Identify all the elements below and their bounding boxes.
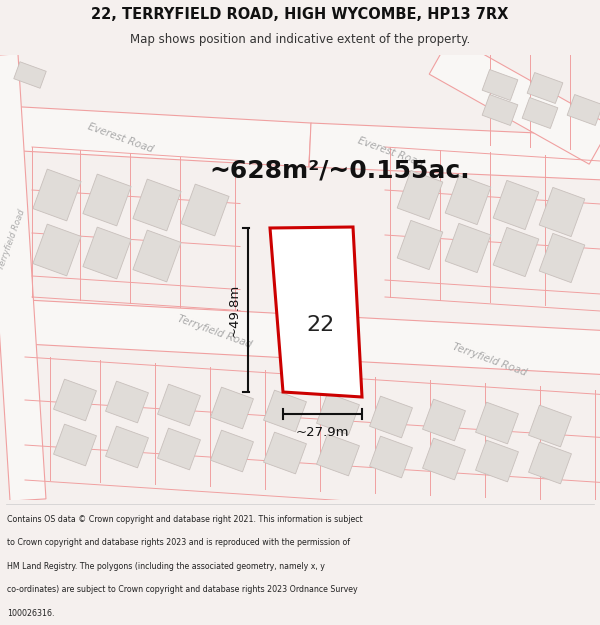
Text: 100026316.: 100026316.: [7, 609, 55, 618]
Polygon shape: [529, 442, 571, 484]
Polygon shape: [397, 171, 443, 219]
Polygon shape: [53, 379, 97, 421]
Polygon shape: [158, 384, 200, 426]
Text: ~628m²/~0.155ac.: ~628m²/~0.155ac.: [209, 158, 470, 182]
Polygon shape: [493, 228, 539, 277]
Polygon shape: [0, 54, 46, 501]
Polygon shape: [106, 381, 148, 423]
Text: 22: 22: [306, 315, 334, 335]
Polygon shape: [211, 387, 253, 429]
Polygon shape: [445, 223, 491, 272]
Text: Everest Road: Everest Road: [86, 121, 154, 154]
Polygon shape: [476, 402, 518, 444]
Polygon shape: [158, 428, 200, 470]
Polygon shape: [370, 436, 412, 478]
Polygon shape: [181, 184, 229, 236]
Polygon shape: [106, 426, 148, 468]
Polygon shape: [33, 224, 81, 276]
Text: ~49.8m: ~49.8m: [227, 283, 241, 337]
Polygon shape: [263, 390, 307, 432]
Polygon shape: [370, 396, 412, 438]
Text: Map shows position and indicative extent of the property.: Map shows position and indicative extent…: [130, 33, 470, 46]
Polygon shape: [445, 176, 491, 224]
Polygon shape: [0, 296, 600, 377]
Text: to Crown copyright and database rights 2023 and is reproduced with the permissio: to Crown copyright and database rights 2…: [7, 538, 350, 548]
Polygon shape: [53, 424, 97, 466]
Polygon shape: [522, 98, 558, 129]
Polygon shape: [397, 221, 443, 269]
Polygon shape: [83, 227, 131, 279]
Polygon shape: [317, 434, 359, 476]
Polygon shape: [14, 62, 46, 88]
Text: Terryfield Road: Terryfield Road: [176, 314, 254, 350]
Polygon shape: [317, 393, 359, 435]
Polygon shape: [493, 181, 539, 229]
Polygon shape: [539, 188, 585, 237]
Polygon shape: [529, 405, 571, 447]
Polygon shape: [0, 103, 311, 167]
Polygon shape: [263, 432, 307, 474]
Text: Terryfield Road: Terryfield Road: [451, 342, 529, 378]
Polygon shape: [476, 440, 518, 482]
Polygon shape: [270, 227, 362, 397]
Polygon shape: [133, 179, 181, 231]
Text: co-ordinates) are subject to Crown copyright and database rights 2023 Ordnance S: co-ordinates) are subject to Crown copyr…: [7, 585, 358, 594]
Polygon shape: [211, 430, 253, 472]
Text: HM Land Registry. The polygons (including the associated geometry, namely x, y: HM Land Registry. The polygons (includin…: [7, 562, 325, 571]
Polygon shape: [482, 69, 518, 101]
Polygon shape: [422, 399, 466, 441]
Polygon shape: [429, 36, 600, 164]
Polygon shape: [527, 72, 563, 104]
Polygon shape: [133, 230, 181, 282]
Text: Contains OS data © Crown copyright and database right 2021. This information is : Contains OS data © Crown copyright and d…: [7, 515, 363, 524]
Text: 22, TERRYFIELD ROAD, HIGH WYCOMBE, HP13 7RX: 22, TERRYFIELD ROAD, HIGH WYCOMBE, HP13 …: [91, 8, 509, 22]
Text: ~27.9m: ~27.9m: [296, 426, 349, 439]
Polygon shape: [83, 174, 131, 226]
Polygon shape: [422, 438, 466, 480]
Polygon shape: [567, 94, 600, 126]
Polygon shape: [539, 233, 585, 282]
Text: Everest Road: Everest Road: [356, 136, 424, 169]
Polygon shape: [482, 94, 518, 126]
Polygon shape: [309, 123, 600, 182]
Text: Terryfield Road: Terryfield Road: [0, 209, 27, 271]
Polygon shape: [33, 169, 81, 221]
